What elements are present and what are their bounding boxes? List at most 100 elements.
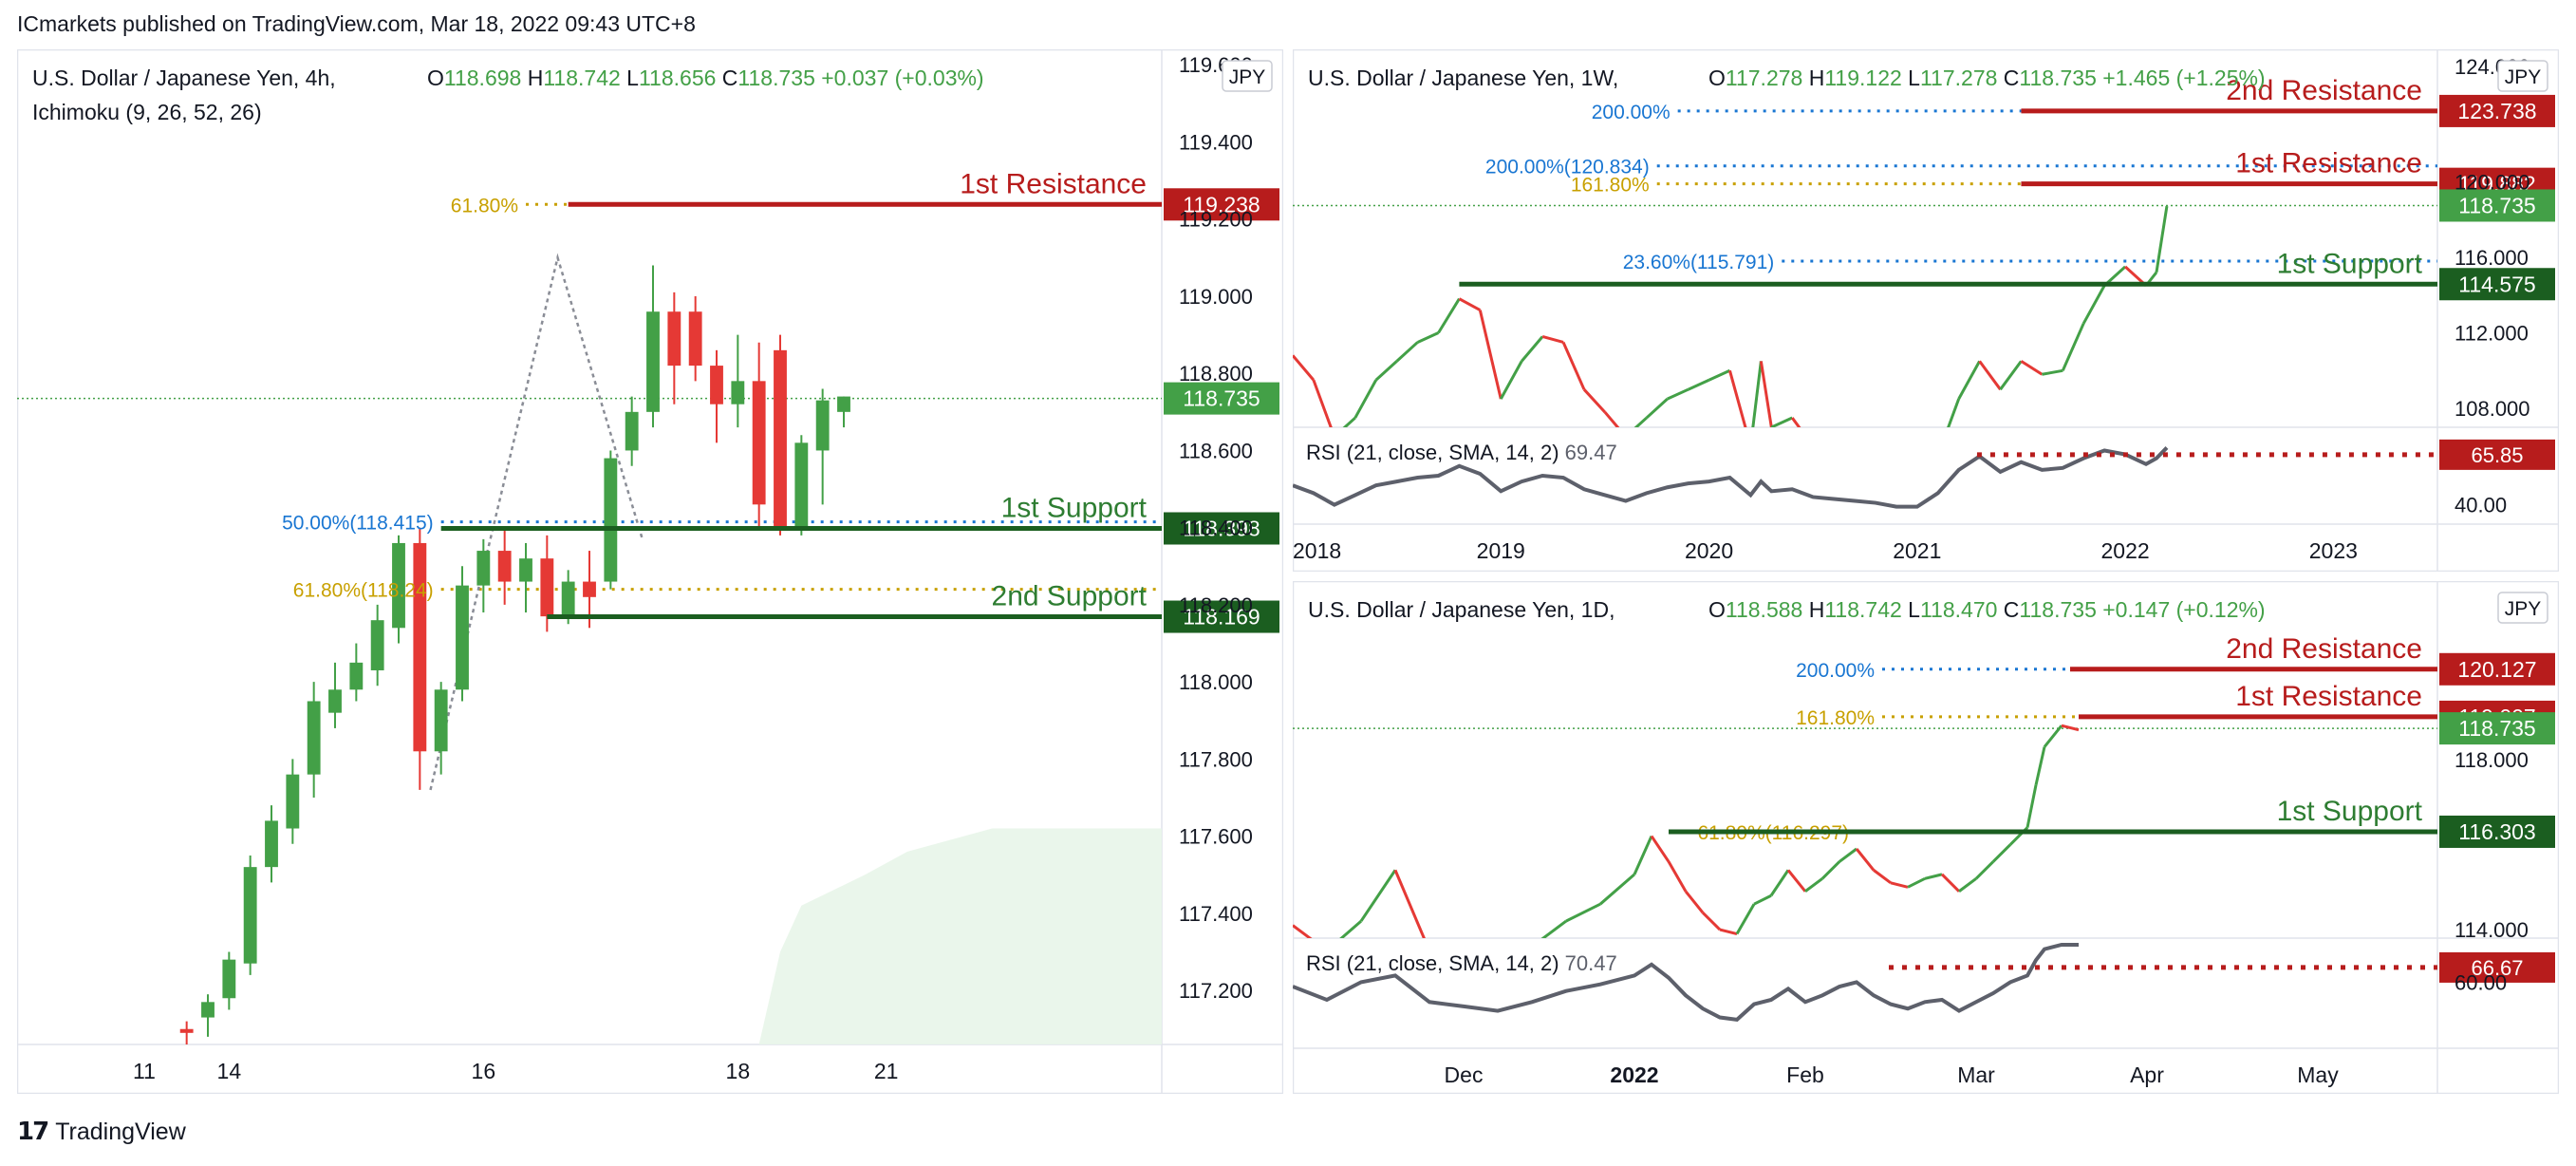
price-segment <box>2061 322 2085 371</box>
candle <box>604 450 618 590</box>
candle <box>731 334 745 428</box>
tradingview-brand: TradingView <box>55 1118 186 1145</box>
ohlc-value-l: 117.278 <box>1920 66 2004 90</box>
price-segment <box>1890 881 1909 889</box>
x-tick-label: 2023 <box>2309 538 2358 563</box>
candle-body <box>265 820 278 868</box>
candle-body <box>307 701 321 775</box>
x-tick-label: 2019 <box>1477 538 1525 563</box>
price-segment <box>1393 869 1426 938</box>
price-segment <box>1958 877 1977 893</box>
candle-body <box>731 381 745 404</box>
price-segment <box>1855 848 1876 872</box>
price-segment <box>1667 860 1688 893</box>
ohlc-key-c: C <box>722 66 738 90</box>
y-tick-label: 118.000 <box>1179 670 1253 694</box>
price-segment <box>2042 368 2063 376</box>
y-tick-label: 118.600 <box>1179 439 1253 462</box>
price-segment <box>1786 869 1807 893</box>
candle <box>519 542 532 613</box>
candle <box>307 682 321 799</box>
price-segment <box>2155 205 2169 273</box>
y-tick-label: 119.000 <box>1179 285 1253 309</box>
rsi-legend: RSI (21, close, SMA, 14, 2) 69.47 <box>1306 441 1617 464</box>
publisher-header: ICmarkets published on TradingView.com, … <box>17 11 696 36</box>
y-tick-label: 117.400 <box>1179 902 1253 926</box>
price-segment <box>2043 724 2063 748</box>
rsi-line <box>1293 942 2079 1022</box>
price-segment <box>1947 398 1961 427</box>
ohlc-value-h: 119.122 <box>1824 66 1908 90</box>
tradingview-footer: 17 TradingView <box>17 1117 186 1147</box>
candle <box>349 643 364 702</box>
level-badge-1st-support <box>2439 268 2555 301</box>
candle-body <box>710 366 723 404</box>
candle-body <box>243 867 257 964</box>
last-price-value: 118.735 <box>2458 193 2535 217</box>
price-segment <box>1978 360 2002 391</box>
chart-usdjpy-4h[interactable]: 61.80% 50.00%(118.415) 61.80%(118.24) 1st R… <box>17 49 1283 1094</box>
x-tick-label: 2021 <box>1893 538 1941 563</box>
candle-body <box>646 311 660 412</box>
currency-badge <box>2497 592 2548 624</box>
x-tick-label: 16 <box>472 1059 496 1083</box>
price-segment <box>1499 360 1523 400</box>
candle <box>370 604 384 686</box>
ohlc-value-o: 117.278 <box>1726 66 1809 90</box>
ohlc-key-h: H <box>1809 66 1825 90</box>
candle-body <box>370 620 384 670</box>
x-tick-label: 18 <box>726 1059 751 1083</box>
chart-svg-1d: 200.00%161.80%61.80%(116.297)2nd Resista… <box>1293 581 2559 1094</box>
candle-body <box>561 581 575 617</box>
chart-usdjpy-1w[interactable]: 200.00% 200.00%(120.834) 161.80% 23.60%(115… <box>1293 49 2559 572</box>
candle-body <box>456 585 469 690</box>
y-tick-label: 117.600 <box>1179 825 1253 849</box>
x-tick-label: Mar <box>1957 1063 1995 1087</box>
chart-subtitle: Ichimoku (9, 26, 52, 26) <box>32 100 262 124</box>
chart-svg-1w: 200.00% 200.00%(120.834)161.80% 23.60%(115… <box>1293 49 2559 572</box>
chart-usdjpy-1d[interactable]: 200.00%161.80%61.80%(116.297)2nd Resista… <box>1293 581 2559 1094</box>
last-price-badge <box>1164 382 1279 415</box>
candle <box>456 566 469 702</box>
rsi-line <box>1293 446 2169 509</box>
price-segment <box>2081 285 2106 325</box>
ohlc-value-h: 118.742 <box>543 66 626 90</box>
price-segment <box>2034 746 2046 786</box>
candle <box>328 662 342 728</box>
price-segment <box>2025 784 2038 828</box>
rsi-tick-label: 40.00 <box>2455 494 2507 517</box>
candle-body <box>392 542 405 629</box>
price-segment <box>1728 369 1747 427</box>
price-segment <box>1701 912 1722 931</box>
rsi-tick-label: 60.00 <box>2455 970 2507 994</box>
price-pane <box>1293 109 2437 427</box>
x-tick-label: Feb <box>1786 1063 1824 1087</box>
candle <box>815 388 830 505</box>
y-tick-label: 108.000 <box>2455 397 2530 421</box>
candle <box>243 855 257 975</box>
ohlc-key-c: C <box>2004 597 2020 622</box>
currency-label: JPY <box>1229 66 1266 88</box>
ohlc-legend: O118.588 H118.742 L118.470 C118.735 +0.1… <box>1708 597 2266 622</box>
candle <box>688 295 702 382</box>
ohlc-change: +1.465 (+1.25%) <box>2102 66 2265 90</box>
price-segment <box>2061 724 2080 732</box>
level-badge-1st-support <box>1164 512 1279 545</box>
ohlc-legend: O117.278 H119.122 L117.278 C118.735 +1.4… <box>1708 66 2266 90</box>
candle-body <box>604 458 618 582</box>
ohlc-value-h: 118.742 <box>1824 597 1908 622</box>
y-tick-label: 118.400 <box>1179 517 1253 540</box>
price-segment <box>1339 919 1362 938</box>
rsi-legend: RSI (21, close, SMA, 14, 2) 70.47 <box>1306 951 1617 975</box>
price-segment <box>1753 893 1772 906</box>
price-segment <box>1312 379 1333 427</box>
fib-label-161-80: 161.80% <box>1796 707 1875 729</box>
price-segment <box>1342 416 1356 427</box>
rsi-legend-label: RSI (21, close, SMA, 14, 2) <box>1306 441 1565 464</box>
y-tick-label: 118.000 <box>2455 748 2529 772</box>
fib-label-61-80-118-24: 61.80%(118.24) <box>293 580 434 602</box>
ohlc-value-c: 118.735 <box>2019 597 2102 622</box>
ohlc-key-o: O <box>427 66 444 90</box>
ohlc-change: +0.037 (+0.03%) <box>821 66 983 90</box>
level-badge-1st-support <box>2439 815 2555 848</box>
